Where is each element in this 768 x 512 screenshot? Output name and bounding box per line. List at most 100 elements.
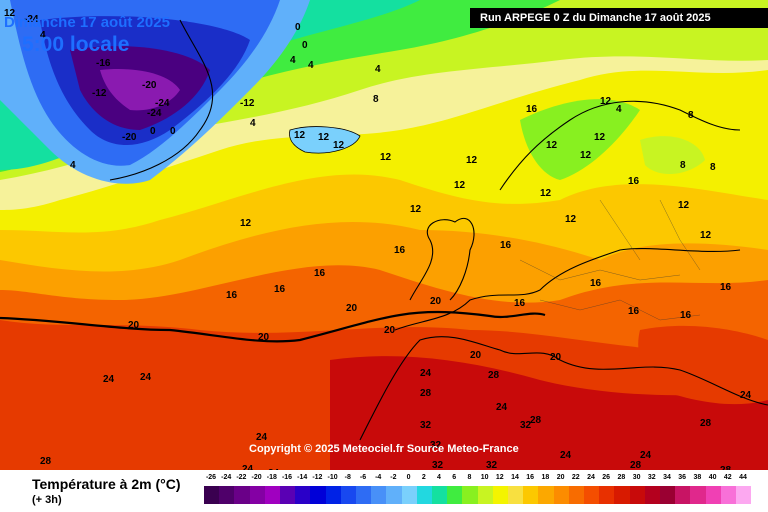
scale-swatch (340, 486, 356, 504)
scale-swatch (705, 486, 721, 504)
isotherm-20 (0, 310, 546, 343)
scale-tick: 6 (452, 474, 457, 481)
time-label: 5:00 locale (22, 33, 130, 56)
temperature-value-label: 4 (375, 64, 381, 75)
temperature-value-label: 16 (590, 278, 602, 289)
temperature-value-label: 24 (242, 464, 253, 475)
temperature-value-label: 16 (226, 290, 238, 301)
scale-tick: 12 (495, 474, 504, 481)
scale-swatch (523, 486, 539, 504)
temperature-value-label: -20 (142, 80, 157, 91)
temperature-value-label: 16 (628, 306, 640, 317)
scale-tick: 32 (647, 474, 656, 481)
temperature-value-label: 32 (486, 460, 498, 471)
temperature-value-label: 32 (430, 440, 442, 451)
coast-britain (409, 217, 475, 301)
temperature-value-label: 4 (70, 160, 76, 171)
scale-tick: 34 (663, 474, 671, 481)
legend-subtitle: (+ 3h) (32, 494, 62, 506)
temperature-value-label: 20 (384, 325, 396, 336)
temperature-value-label: 4 (616, 104, 622, 115)
temperature-value-label: 12 (600, 96, 612, 107)
scale-tick: 24 (587, 474, 595, 481)
temperature-value-label: 8 (680, 160, 686, 171)
scale-tick: -8 (344, 474, 351, 481)
scale-swatch (538, 486, 554, 504)
scale-swatch (295, 486, 311, 504)
temperature-value-label: 16 (720, 282, 732, 293)
scale-swatch (599, 486, 615, 504)
scale-swatch (644, 486, 660, 504)
scale-swatch (416, 486, 432, 504)
zone-greenland-core (100, 69, 180, 111)
temperature-value-label: 12 (678, 200, 690, 211)
scale-tick: -26 (205, 474, 217, 481)
scale-tick: 2 (421, 474, 426, 481)
copyright-notice: Copyright © 2025 Meteociel.fr Source Met… (249, 443, 519, 455)
coast-mediterranean (359, 336, 768, 441)
temperature-value-label: 12 (240, 218, 252, 229)
temperature-value-label: 24 (140, 372, 152, 383)
temperature-value-label: 28 (40, 456, 52, 467)
temperature-value-label: 28 (530, 415, 542, 426)
scale-swatch (325, 486, 341, 504)
temperature-value-label: -24 (24, 14, 39, 25)
scale-swatch (736, 486, 752, 504)
temperature-value-label: 12 (700, 230, 712, 241)
scale-swatch (508, 486, 524, 504)
temperature-value-label: 20 (430, 296, 442, 307)
temperature-value-label: -24 (147, 108, 162, 119)
temperature-value-label: 4 (308, 60, 314, 71)
temperature-value-label: 4 (40, 30, 46, 41)
scale-tick: -22 (236, 474, 247, 481)
scale-swatch (401, 486, 417, 504)
scale-tick: 36 (678, 474, 687, 481)
temperature-value-label: -24 (155, 98, 170, 109)
zone-africa-hot (330, 356, 768, 470)
scale-tick: 26 (602, 474, 611, 481)
scale-swatch (675, 486, 691, 504)
temperature-value-label: 16 (526, 104, 538, 115)
temperature-value-label: 16 (274, 284, 286, 295)
scale-swatch (462, 486, 478, 504)
temperature-value-label: 12 (294, 130, 306, 141)
scale-swatch (386, 486, 402, 504)
temperature-value-label: 24 (256, 432, 268, 443)
scale-tick: 14 (511, 474, 519, 481)
scale-swatch (584, 486, 600, 504)
scale-swatch (249, 486, 265, 504)
scale-tick: 22 (571, 474, 580, 481)
scale-swatch (492, 486, 508, 504)
scale-swatch (371, 486, 387, 504)
temperature-value-label: 12 (540, 188, 552, 199)
scale-swatch (720, 486, 736, 504)
zone-iceland (289, 126, 361, 154)
temperature-value-label: 28 (420, 388, 432, 399)
temperature-value-label: 16 (314, 268, 326, 279)
temperature-value-label: 24 (740, 390, 752, 401)
temperature-value-label: 16 (500, 240, 512, 251)
temperature-value-label: 12 (4, 8, 16, 19)
coast-greenland (109, 19, 214, 181)
scale-swatch (310, 486, 326, 504)
scale-swatch (629, 486, 645, 504)
scale-tick: -14 (297, 474, 308, 481)
run-info-box: Run ARPEGE 0 Z du Dimanche 17 août 2025 (470, 8, 768, 28)
temperature-value-label: 32 (520, 420, 532, 431)
temperature-value-label: 4 (290, 55, 296, 66)
scale-tick: 44 (739, 474, 747, 481)
scale-tick: 20 (556, 474, 565, 481)
scale-swatch (568, 486, 584, 504)
scale-swatch (614, 486, 630, 504)
temperature-value-label: 24 (496, 402, 508, 413)
scale-tick: 16 (526, 474, 535, 481)
scale-tick: 38 (693, 474, 702, 481)
scale-tick: -6 (359, 474, 367, 481)
scale-tick: 4 (437, 474, 441, 481)
temperature-value-label: 20 (258, 332, 270, 343)
temperature-value-label: -20 (122, 132, 137, 143)
scale-swatch (356, 486, 372, 504)
scale-tick: -16 (281, 474, 293, 481)
temperature-value-label: 16 (680, 310, 692, 321)
scale-swatch (660, 486, 676, 504)
